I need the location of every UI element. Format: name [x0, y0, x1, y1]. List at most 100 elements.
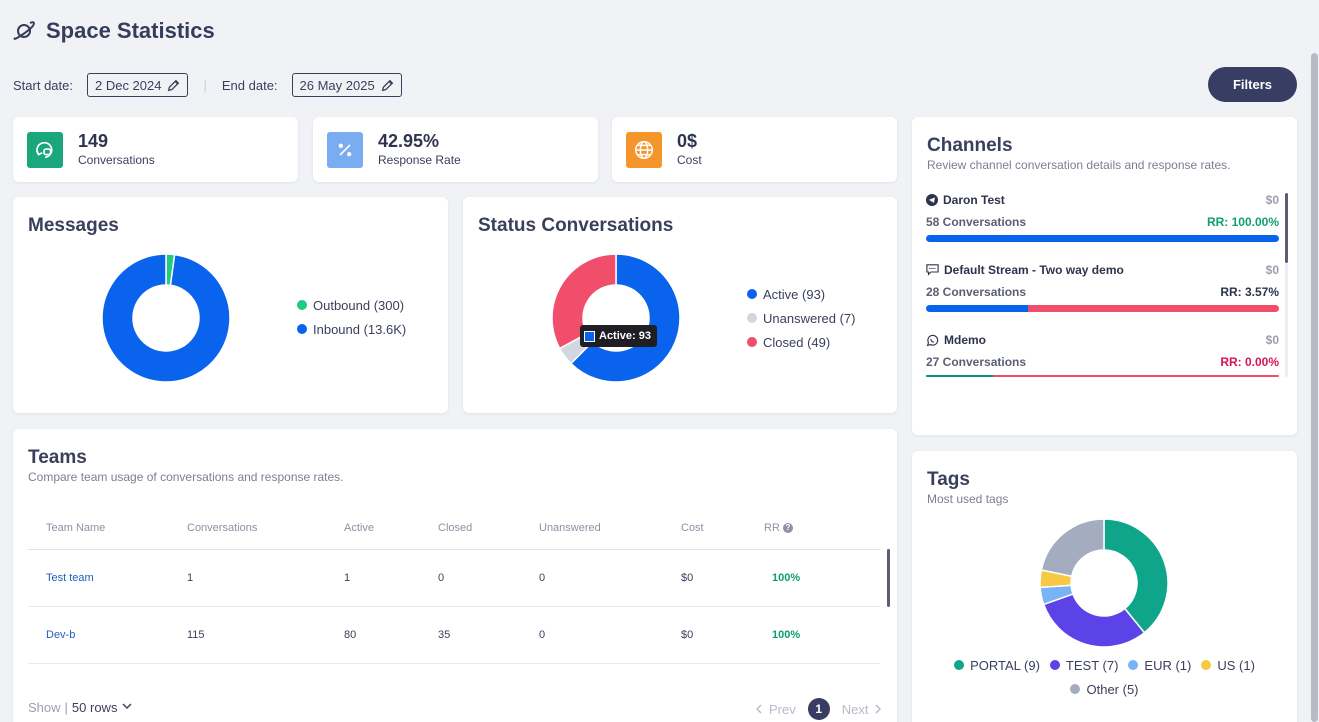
- team-name-link[interactable]: Test team: [28, 549, 169, 607]
- channel-item[interactable]: Mdemo $0 27 Conversations RR: 0.00%: [926, 333, 1279, 377]
- start-date-value: 2 Dec 2024: [94, 77, 162, 93]
- conversation-refresh-icon: [36, 141, 53, 159]
- teams-card: Teams Compare team usage of conversation…: [13, 429, 897, 722]
- legend-item[interactable]: Unanswered (7): [747, 306, 856, 330]
- next-label: Next: [841, 701, 869, 717]
- pager-separator: |: [64, 700, 68, 715]
- channel-conversations: 28 Conversations: [926, 285, 1027, 299]
- legend-dot: [747, 289, 757, 299]
- messages-legend: Outbound (300) Inbound (13.6K): [297, 293, 406, 341]
- whatsapp-icon: [926, 334, 939, 346]
- channels-scrollbar[interactable]: [1285, 193, 1288, 263]
- legend-dot: [1128, 660, 1139, 670]
- table-cell: $0: [663, 549, 746, 607]
- column-header[interactable]: Active: [326, 507, 420, 550]
- table-row[interactable]: Test team 1 1 0 0 $0 100%: [28, 549, 880, 607]
- table-row[interactable]: Dev-b 115 80 35 0 $0 100%: [28, 606, 880, 664]
- start-date-picker[interactable]: 2 Dec 2024: [86, 73, 189, 97]
- messages-donut-chart: [101, 253, 231, 383]
- telegram-icon: [926, 194, 938, 206]
- table-cell: 35: [420, 606, 521, 664]
- donut-slice-inbound[interactable]: [101, 253, 231, 383]
- legend-item[interactable]: Outbound (300): [297, 293, 406, 317]
- card-title: Channels: [927, 135, 1013, 156]
- legend-dot: [1070, 684, 1081, 694]
- column-header[interactable]: Closed: [420, 507, 521, 550]
- tags-card: Tags Most used tags PORTAL (9) TEST (7) …: [912, 451, 1297, 722]
- channel-rr-bar: [926, 235, 1279, 242]
- end-date-value: 26 May 2025: [299, 77, 375, 93]
- legend-label: Unanswered (7): [763, 310, 856, 326]
- kpi-label: Conversations: [78, 153, 155, 167]
- tooltip-swatch: [584, 330, 595, 342]
- channel-rr: RR: 100.00%: [1206, 215, 1279, 229]
- legend-item[interactable]: US (1): [1201, 653, 1255, 677]
- kpi-icon-bg: [626, 132, 662, 168]
- kpi-icon-bg: [27, 132, 63, 168]
- donut-slice-test[interactable]: [1042, 593, 1146, 648]
- legend-item[interactable]: Closed (49): [747, 330, 856, 354]
- legend-label: Outbound (300): [313, 297, 405, 313]
- channel-item[interactable]: Default Stream - Two way demo $0 28 Conv…: [926, 263, 1279, 312]
- donut-slice-closed[interactable]: [551, 253, 617, 350]
- donut-slice-portal[interactable]: [1103, 518, 1169, 634]
- table-cell: 0: [420, 549, 521, 607]
- legend-dot: [297, 300, 307, 310]
- end-date-picker[interactable]: 26 May 2025: [291, 73, 402, 97]
- card-subtitle: Review channel conversation details and …: [927, 158, 1231, 172]
- donut-slice-active[interactable]: [569, 253, 681, 383]
- column-header[interactable]: Unanswered: [521, 507, 663, 550]
- legend-label: EUR (1): [1144, 657, 1192, 673]
- messages-card: Messages Outbound (300) Inbound (13.6K): [13, 197, 448, 413]
- prev-button[interactable]: Prev: [755, 702, 796, 717]
- legend-item[interactable]: Other (5): [1070, 677, 1139, 701]
- legend-dot: [747, 313, 757, 323]
- pencil-icon: [381, 79, 393, 91]
- rows-per-page[interactable]: Show | 50 rows: [28, 700, 132, 715]
- chart-tooltip: Active: 93: [580, 325, 657, 347]
- legend-row: Other (5): [912, 677, 1297, 701]
- channel-conversations: 58 Conversations: [926, 215, 1027, 229]
- globe-icon: [635, 141, 653, 159]
- legend-label: TEST (7): [1065, 657, 1119, 673]
- status-legend: Active (93) Unanswered (7) Closed (49): [747, 282, 856, 354]
- legend-label: Other (5): [1086, 681, 1139, 697]
- legend-item[interactable]: EUR (1): [1128, 653, 1191, 677]
- donut-slice-other[interactable]: [1040, 518, 1105, 578]
- filters-button[interactable]: Filters: [1208, 67, 1297, 102]
- table-cell: 115: [169, 606, 326, 664]
- table-cell: 1: [169, 549, 326, 607]
- column-header[interactable]: Team Name: [28, 507, 169, 550]
- kpi-icon-bg: [327, 132, 363, 168]
- next-button[interactable]: Next: [842, 702, 883, 717]
- page-number-button[interactable]: 1: [807, 698, 830, 720]
- table-cell: 80: [326, 606, 420, 664]
- channel-item[interactable]: Daron Test $0 58 Conversations RR: 100.0…: [926, 193, 1279, 242]
- channels-scroll-track: [1285, 263, 1288, 377]
- legend-item[interactable]: Inbound (13.6K): [297, 317, 406, 341]
- card-title: Status Conversations: [478, 215, 674, 236]
- help-icon[interactable]: ?: [782, 522, 793, 533]
- legend-row: PORTAL (9) TEST (7) EUR (1) US (1): [912, 653, 1297, 677]
- page-scrollbar[interactable]: [1311, 53, 1318, 722]
- rr-column-header[interactable]: RR ?: [746, 507, 880, 550]
- legend-dot: [1049, 660, 1060, 670]
- legend-item[interactable]: PORTAL (9): [954, 653, 1040, 677]
- legend-item[interactable]: TEST (7): [1049, 653, 1119, 677]
- team-name-link[interactable]: Dev-b: [28, 606, 169, 664]
- column-header[interactable]: Conversations: [169, 507, 326, 550]
- table-cell: 0: [521, 606, 663, 664]
- kpi-label: Response Rate: [378, 153, 461, 167]
- bar-remainder: [1028, 305, 1279, 312]
- column-header[interactable]: Cost: [663, 507, 746, 550]
- kpi-label: Cost: [677, 153, 702, 167]
- chevron-right-icon: [875, 704, 882, 714]
- channels-card: Channels Review channel conversation det…: [912, 117, 1297, 435]
- teams-scrollbar[interactable]: [887, 549, 890, 607]
- channel-name: Daron Test: [943, 193, 1005, 207]
- start-date-label: Start date:: [13, 77, 73, 93]
- legend-item[interactable]: Active (93): [747, 282, 856, 306]
- channel-name: Mdemo: [944, 333, 986, 347]
- channel-name: Default Stream - Two way demo: [944, 263, 1124, 277]
- bar-remainder: [993, 375, 1279, 377]
